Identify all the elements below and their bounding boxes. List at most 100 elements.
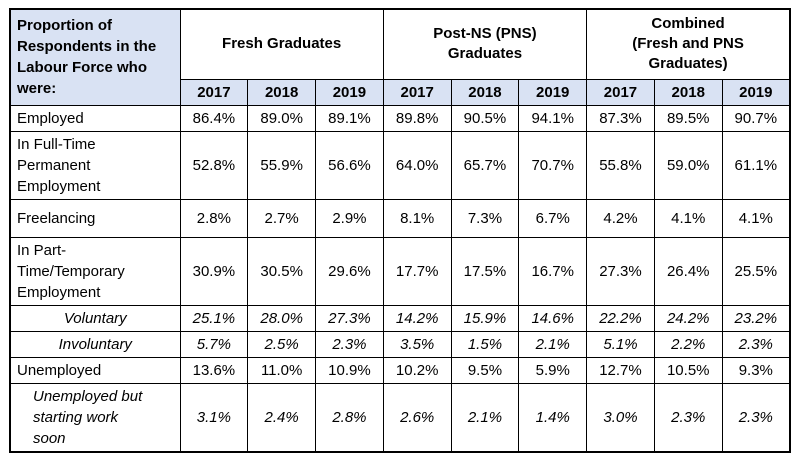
row-label: Unemployed xyxy=(9,356,181,384)
group-header-post-ns-graduates: Post-NS (PNS) Graduates xyxy=(382,8,588,80)
table-row: Employed 86.4% 89.0% 89.1% 89.8% 90.5% 94.1% 87… xyxy=(9,104,791,132)
data-cell: 6.7% xyxy=(518,198,588,238)
data-cell: 13.6% xyxy=(179,356,249,384)
data-cell: 89.1% xyxy=(315,104,384,132)
row-label: In Part- Time/Temporary Employment xyxy=(9,236,181,306)
data-cell: 3.1% xyxy=(179,382,249,452)
data-cell: 61.1% xyxy=(721,130,791,200)
data-cell: 56.6% xyxy=(315,130,384,200)
table-row: Freelancing 2.8% 2.7% 2.9% 8.1% 7.3% 6.7% 4.2% 4… xyxy=(9,198,791,238)
data-cell: 12.7% xyxy=(586,356,655,384)
data-cell: 11.0% xyxy=(247,356,317,384)
data-cell: 17.5% xyxy=(450,236,520,306)
year-header: 2018 xyxy=(247,78,317,106)
data-cell: 89.8% xyxy=(382,104,452,132)
data-cell: 26.4% xyxy=(653,236,723,306)
corner-header: Proportion of Respondents in the Labour … xyxy=(9,8,181,106)
data-cell: 10.2% xyxy=(382,356,452,384)
data-cell: 10.5% xyxy=(653,356,723,384)
data-cell: 22.2% xyxy=(586,304,655,332)
data-cell: 30.5% xyxy=(247,236,317,306)
table-row: Involuntary 5.7% 2.5% 2.3% 3.5% 1.5% 2.1% 5.1% 2… xyxy=(9,330,791,358)
data-cell: 2.7% xyxy=(247,198,317,238)
year-header: 2017 xyxy=(179,78,249,106)
data-cell: 2.8% xyxy=(315,382,384,452)
data-cell: 29.6% xyxy=(315,236,384,306)
data-cell: 2.3% xyxy=(653,382,723,452)
data-cell: 27.3% xyxy=(315,304,384,332)
data-cell: 30.9% xyxy=(179,236,249,306)
data-cell: 2.3% xyxy=(721,382,791,452)
data-cell: 23.2% xyxy=(721,304,791,332)
data-cell: 87.3% xyxy=(586,104,655,132)
data-cell: 2.5% xyxy=(247,330,317,358)
data-cell: 5.9% xyxy=(518,356,588,384)
data-cell: 55.9% xyxy=(247,130,317,200)
data-cell: 15.9% xyxy=(450,304,520,332)
data-cell: 27.3% xyxy=(586,236,655,306)
group-header-fresh-graduates: Fresh Graduates xyxy=(179,8,384,80)
data-cell: 5.7% xyxy=(179,330,249,358)
row-label: Voluntary xyxy=(9,304,181,332)
year-header: 2019 xyxy=(315,78,384,106)
data-cell: 70.7% xyxy=(518,130,588,200)
data-cell: 2.1% xyxy=(450,382,520,452)
header-row-groups: Proportion of Respondents in the Labour … xyxy=(9,8,791,106)
data-cell: 89.0% xyxy=(247,104,317,132)
data-cell: 2.2% xyxy=(653,330,723,358)
year-header: 2019 xyxy=(721,78,791,106)
data-cell: 64.0% xyxy=(382,130,452,200)
year-header: 2017 xyxy=(586,78,655,106)
data-cell: 2.3% xyxy=(721,330,791,358)
data-cell: 4.1% xyxy=(653,198,723,238)
table-row: In Part- Time/Temporary Employment 30.9% 3… xyxy=(9,236,791,306)
row-label: In Full-Time Permanent Employment xyxy=(9,130,181,200)
data-cell: 59.0% xyxy=(653,130,723,200)
data-cell: 1.5% xyxy=(450,330,520,358)
table-row: Unemployed but starting work soon 3.1% 2.4… xyxy=(9,382,791,452)
row-label: Unemployed but starting work soon xyxy=(9,382,181,452)
data-cell: 9.3% xyxy=(721,356,791,384)
data-cell: 14.6% xyxy=(518,304,588,332)
data-cell: 2.1% xyxy=(518,330,588,358)
data-cell: 8.1% xyxy=(382,198,452,238)
data-cell: 90.5% xyxy=(450,104,520,132)
data-cell: 25.5% xyxy=(721,236,791,306)
data-cell: 65.7% xyxy=(450,130,520,200)
data-cell: 90.7% xyxy=(721,104,791,132)
year-header: 2018 xyxy=(450,78,520,106)
table-row: In Full-Time Permanent Employment 52.8% 55… xyxy=(9,130,791,200)
data-cell: 2.8% xyxy=(179,198,249,238)
data-cell: 2.6% xyxy=(382,382,452,452)
data-cell: 4.1% xyxy=(721,198,791,238)
data-cell: 25.1% xyxy=(179,304,249,332)
data-cell: 4.2% xyxy=(586,198,655,238)
data-cell: 5.1% xyxy=(586,330,655,358)
row-label: Freelancing xyxy=(9,198,181,238)
labour-force-table: Proportion of Respondents in the Labour … xyxy=(9,8,791,453)
data-cell: 10.9% xyxy=(315,356,384,384)
year-header: 2019 xyxy=(518,78,588,106)
data-cell: 52.8% xyxy=(179,130,249,200)
data-cell: 3.5% xyxy=(382,330,452,358)
row-label: Employed xyxy=(9,104,181,132)
data-cell: 2.4% xyxy=(247,382,317,452)
data-cell: 1.4% xyxy=(518,382,588,452)
year-header: 2018 xyxy=(653,78,723,106)
table-row: Voluntary 25.1% 28.0% 27.3% 14.2% 15.9% 14.6% 2… xyxy=(9,304,791,332)
header-row-years: 2017 2018 2019 2017 2018 2019 2017 2018 2019 xyxy=(10,78,791,106)
data-cell: 86.4% xyxy=(179,104,249,132)
data-cell: 3.0% xyxy=(586,382,655,452)
data-cell: 7.3% xyxy=(450,198,520,238)
data-cell: 94.1% xyxy=(518,104,588,132)
data-cell: 14.2% xyxy=(382,304,452,332)
data-cell: 2.9% xyxy=(315,198,384,238)
data-cell: 2.3% xyxy=(315,330,384,358)
data-cell: 9.5% xyxy=(450,356,520,384)
data-cell: 28.0% xyxy=(247,304,317,332)
table-row: Unemployed 13.6% 11.0% 10.9% 10.2% 9.5% 5.9% 12… xyxy=(9,356,791,384)
year-header: 2017 xyxy=(382,78,452,106)
data-cell: 17.7% xyxy=(382,236,452,306)
data-cell: 24.2% xyxy=(653,304,723,332)
